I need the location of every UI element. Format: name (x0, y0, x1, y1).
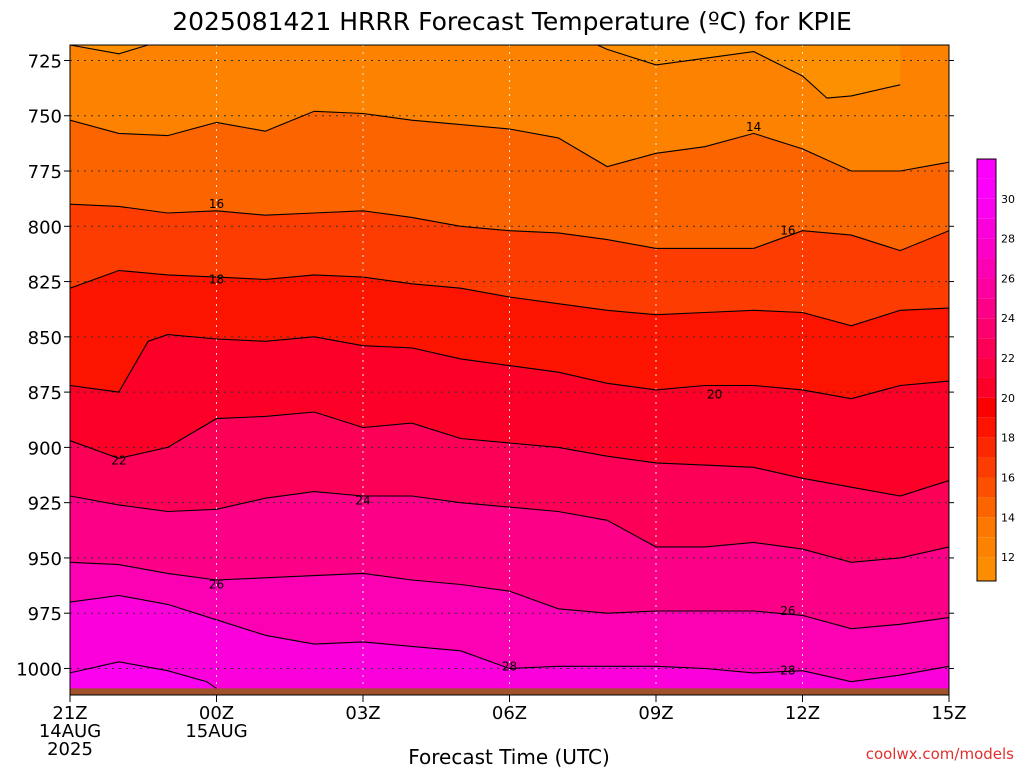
colorbar-band (977, 198, 996, 219)
colorbar-band (977, 338, 996, 359)
x-tick-label: 00Z (199, 703, 234, 724)
x-tick-label: 2025 (47, 739, 93, 760)
y-tick-label: 925 (28, 494, 62, 515)
y-tick-label: 1000 (16, 659, 62, 680)
colorbar-band (977, 457, 996, 478)
colorbar-band (977, 159, 996, 179)
temperature-band (70, 595, 949, 695)
colorbar-tick-label: 24 (1001, 312, 1015, 325)
contour-line (70, 491, 949, 563)
contour-label: 26 (780, 604, 795, 618)
site-credit: coolwx.com/models (866, 745, 1014, 763)
contour-label: 28 (780, 664, 795, 678)
contour-line (70, 594, 949, 683)
contour-label: 22 (111, 454, 126, 468)
colorbar-band (977, 517, 996, 538)
x-tick-label: 06Z (492, 703, 527, 724)
colorbar: 12 14 16 18 20 22 24 26 28 30 (976, 158, 1015, 582)
contour-label: 24 (355, 493, 370, 507)
contour-line (70, 269, 949, 327)
y-tick-label: 875 (28, 383, 62, 404)
colorbar-band (977, 537, 996, 558)
x-tick-label: 12Z (785, 703, 820, 724)
colorbar-band (977, 238, 996, 259)
colorbar-band (977, 557, 996, 581)
x-tick-label: 03Z (345, 703, 380, 724)
temperature-band (70, 661, 217, 695)
temperature-band (597, 45, 901, 99)
colorbar-tick-label: 20 (1001, 392, 1015, 405)
temperature-band (70, 491, 949, 629)
x-tick-label: 21Z (52, 703, 87, 724)
x-axis-label: Forecast Time (UTC) (408, 745, 610, 768)
colorbar-band (977, 218, 996, 239)
temperature-band (70, 204, 949, 326)
colorbar-tick-label: 22 (1001, 352, 1015, 365)
colorbar-tick-label: 28 (1001, 233, 1015, 246)
ground-layer (70, 688, 949, 695)
y-tick-label: 750 (28, 107, 62, 128)
colorbar-band (977, 437, 996, 458)
colorbar-band (977, 278, 996, 299)
contour-line (70, 45, 149, 55)
contour-line (597, 45, 901, 99)
contour-label: 28 (502, 659, 517, 673)
contour-line (70, 561, 949, 630)
contour-label: 26 (209, 577, 224, 591)
y-tick-label: 850 (28, 328, 62, 349)
colorbar-band (977, 298, 996, 319)
x-tick-label: 09Z (638, 703, 673, 724)
colorbar-band (977, 497, 996, 518)
colorbar-frame (976, 158, 997, 582)
colorbar-band (977, 397, 996, 418)
colorbar-band (977, 178, 996, 199)
colorbar-band (977, 258, 996, 279)
contour-label: 16 (780, 224, 795, 238)
colorbar-band (977, 318, 996, 339)
colorbar-tick-label: 26 (1001, 272, 1015, 285)
contour-line (70, 203, 949, 252)
contour-lines (70, 45, 949, 689)
colorbar-tick-label: 14 (1001, 511, 1015, 524)
colorbar-tick-label: 18 (1001, 432, 1015, 445)
colorbar-band (977, 377, 996, 398)
colorbar-tick-label: 30 (1001, 193, 1015, 206)
y-tick-label: 775 (28, 162, 62, 183)
contour-label: 16 (209, 197, 224, 211)
contour-labels: 14 16 16 18 20 22 24 26 26 28 28 (111, 120, 795, 678)
contour-line (70, 110, 949, 172)
temperature-band (70, 562, 949, 682)
contour-line (70, 661, 217, 689)
y-tick-label: 900 (28, 438, 62, 459)
contour-label: 18 (209, 272, 224, 286)
x-tick-label: 15Z (931, 703, 966, 724)
contour-label: 14 (746, 120, 761, 134)
colorbar-band (977, 477, 996, 498)
y-tick-label: 800 (28, 217, 62, 238)
temperature-band (70, 334, 949, 496)
x-tick-label: 14AUG (39, 721, 101, 742)
temperature-band (70, 45, 149, 54)
y-axis-ticks: 725 750 775 800 825 850 875 900 925 950 975 1000 (16, 51, 954, 680)
y-tick-label: 825 (28, 273, 62, 294)
contour-label: 20 (707, 387, 722, 401)
y-tick-label: 975 (28, 604, 62, 625)
ground-fill (70, 688, 949, 695)
chart-title: 2025081421 HRRR Forecast Temperature (ºC… (172, 7, 852, 36)
contour-line (70, 411, 949, 497)
x-tick-label: 15AUG (185, 721, 247, 742)
colorbar-tick-label: 12 (1001, 551, 1015, 564)
temperature-band (70, 111, 949, 251)
y-tick-label: 950 (28, 549, 62, 570)
colorbar-tick-label: 16 (1001, 471, 1015, 484)
y-tick-label: 725 (28, 51, 62, 72)
colorbar-band (977, 358, 996, 378)
contour-line (70, 334, 949, 400)
colorbar-band (977, 417, 996, 438)
temperature-band (70, 270, 949, 399)
